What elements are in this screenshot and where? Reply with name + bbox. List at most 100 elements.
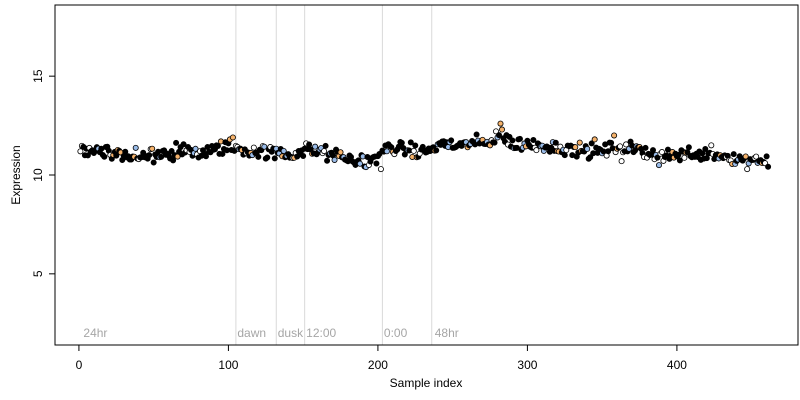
data-point <box>407 139 414 146</box>
data-point <box>642 144 649 151</box>
y-tick-label: 10 <box>31 168 45 182</box>
data-point <box>681 154 688 161</box>
region-label: 0:00 <box>384 326 408 340</box>
data-point <box>255 153 262 160</box>
data-point <box>587 154 594 161</box>
data-point <box>699 150 706 157</box>
x-axis: 0 100 200 300 400 <box>76 344 687 372</box>
data-point <box>530 136 537 143</box>
data-point <box>271 155 278 162</box>
data-point <box>654 154 661 161</box>
data-point <box>516 135 523 142</box>
data-point <box>491 139 498 146</box>
data-point <box>617 143 624 150</box>
data-point <box>377 166 384 173</box>
data-point <box>742 153 749 160</box>
region-label: 24hr <box>83 326 107 340</box>
x-axis-title: Sample index <box>390 376 463 390</box>
data-point <box>356 160 363 167</box>
data-point <box>433 147 440 154</box>
data-point <box>324 157 331 164</box>
data-point <box>280 147 287 154</box>
data-point <box>448 137 455 144</box>
data-point <box>337 149 344 156</box>
data-point <box>675 151 682 158</box>
region-label: 48hr <box>435 326 459 340</box>
data-point <box>552 139 559 146</box>
data-point <box>730 151 737 158</box>
data-point <box>608 139 615 146</box>
data-point <box>77 148 84 155</box>
data-point <box>412 142 419 149</box>
data-point <box>591 136 598 143</box>
data-point <box>572 144 579 151</box>
divider-lines <box>235 5 433 345</box>
data-point <box>113 152 120 159</box>
data-point <box>84 152 91 159</box>
x-tick-label: 0 <box>76 358 83 372</box>
y-axis-title: Expression <box>9 145 23 204</box>
data-point <box>388 144 395 151</box>
data-point <box>561 152 568 159</box>
data-point <box>322 142 329 149</box>
data-point <box>744 166 751 173</box>
x-tick-label: 100 <box>218 358 238 372</box>
data-point <box>202 153 209 160</box>
data-point <box>685 144 692 151</box>
data-point <box>708 142 715 149</box>
data-point <box>312 143 319 150</box>
y-tick-label: 15 <box>31 69 45 83</box>
data-point <box>410 147 417 154</box>
data-point <box>649 147 656 154</box>
data-point <box>765 163 772 170</box>
data-point <box>676 157 683 164</box>
data-point <box>300 152 307 159</box>
data-point <box>122 148 129 155</box>
data-point <box>588 140 595 147</box>
data-point <box>509 137 516 144</box>
y-axis: 5 10 15 <box>31 69 56 277</box>
data-point <box>180 141 187 148</box>
data-point <box>533 147 540 154</box>
region-label: 12:00 <box>306 326 336 340</box>
data-point <box>192 145 199 152</box>
data-point <box>702 145 709 152</box>
data-point <box>576 139 583 146</box>
x-tick-label: 400 <box>667 358 687 372</box>
data-point <box>496 132 503 139</box>
region-labels: 24hr dawn dusk 12:00 0:00 48hr <box>83 326 458 340</box>
data-point <box>170 157 177 164</box>
data-point <box>611 132 618 139</box>
data-point <box>658 149 665 156</box>
x-tick-label: 200 <box>368 358 388 372</box>
data-point <box>618 158 625 165</box>
data-point <box>498 126 505 133</box>
data-point <box>173 139 180 146</box>
data-point <box>132 144 139 151</box>
plot-frame <box>54 4 799 346</box>
data-point <box>398 139 405 146</box>
data-point <box>229 134 236 141</box>
data-point <box>331 156 338 163</box>
data-point <box>214 142 221 149</box>
data-point <box>149 145 156 152</box>
region-label: dawn <box>237 326 266 340</box>
data-point <box>101 153 108 160</box>
data-points <box>77 120 772 173</box>
data-point <box>623 141 630 148</box>
data-point <box>250 144 257 151</box>
data-point <box>321 148 328 155</box>
data-point <box>605 148 612 155</box>
data-point <box>150 159 157 166</box>
data-point <box>753 153 760 160</box>
x-tick-label: 300 <box>517 358 537 372</box>
data-point <box>264 154 271 161</box>
data-point <box>373 160 380 167</box>
data-point <box>497 120 504 127</box>
data-point <box>261 143 268 150</box>
data-point <box>664 146 671 153</box>
data-point <box>584 145 591 152</box>
data-point <box>219 150 226 157</box>
data-point <box>655 162 662 169</box>
